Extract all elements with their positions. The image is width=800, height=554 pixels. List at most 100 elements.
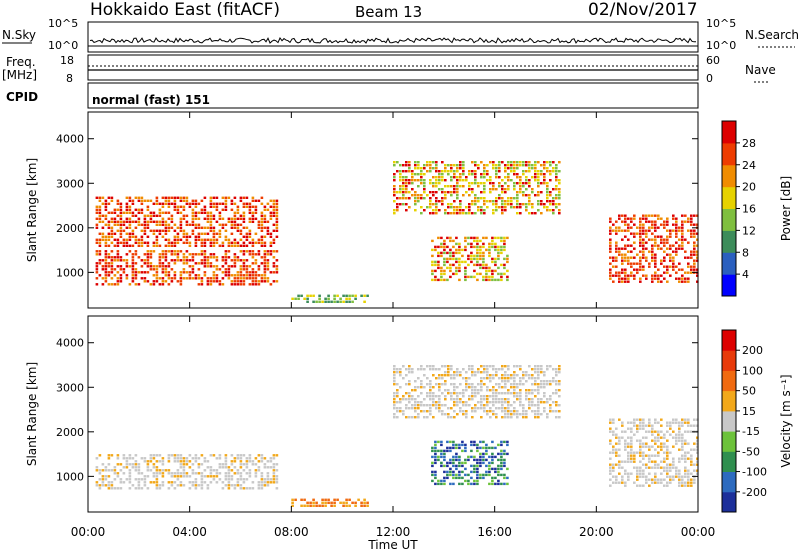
range-cell — [230, 454, 234, 457]
range-cell — [458, 245, 461, 249]
range-cell — [158, 253, 162, 256]
range-cell — [462, 173, 465, 176]
range-cell — [476, 242, 479, 246]
range-cell — [227, 220, 231, 223]
range-cell — [440, 266, 443, 270]
range-cell — [125, 262, 129, 265]
range-cell — [294, 498, 297, 501]
range-cell — [188, 271, 192, 274]
range-cell — [272, 205, 276, 208]
range-cell — [681, 280, 684, 283]
range-cell — [696, 457, 699, 460]
range-cell — [479, 464, 482, 468]
range-cell — [506, 269, 509, 273]
range-cell — [173, 238, 177, 241]
range-cell — [438, 368, 441, 371]
range-cell — [212, 475, 216, 478]
range-cell — [504, 176, 507, 179]
range-cell — [675, 235, 678, 238]
range-cell — [461, 440, 464, 444]
range-cell — [618, 214, 621, 217]
range-cell — [681, 421, 684, 424]
range-cell — [146, 475, 150, 478]
range-cell — [555, 392, 558, 395]
range-cell — [510, 200, 513, 203]
range-cell — [119, 235, 123, 238]
range-cell — [351, 300, 354, 303]
range-cell — [516, 203, 519, 206]
range-cell — [116, 487, 120, 490]
range-cell — [435, 176, 438, 179]
range-cell — [200, 208, 204, 211]
range-cell — [528, 401, 531, 404]
range-cell — [543, 173, 546, 176]
range-cell — [666, 466, 669, 469]
range-cell — [140, 271, 144, 274]
range-cell — [197, 262, 201, 265]
range-cell — [438, 407, 441, 410]
range-cell — [411, 368, 414, 371]
range-cell — [146, 244, 150, 247]
range-cell — [459, 410, 462, 413]
range-cell — [420, 212, 423, 215]
range-cell — [429, 167, 432, 170]
range-cell — [245, 259, 249, 262]
range-cell — [497, 278, 500, 282]
range-cell — [506, 476, 509, 480]
range-cell — [549, 164, 552, 167]
range-cell — [446, 476, 449, 480]
range-cell — [218, 235, 222, 238]
range-cell — [155, 280, 159, 283]
range-cell — [272, 481, 276, 484]
range-cell — [687, 271, 690, 274]
range-cell — [116, 277, 120, 280]
range-cell — [366, 504, 369, 507]
range-cell — [452, 446, 455, 450]
range-cell — [516, 413, 519, 416]
range-cell — [182, 217, 186, 220]
range-cell — [263, 271, 267, 274]
range-cell — [642, 265, 645, 268]
range-cell — [441, 170, 444, 173]
range-cell — [263, 241, 267, 244]
range-cell — [140, 223, 144, 226]
range-cell — [188, 487, 192, 490]
range-cell — [485, 458, 488, 462]
range-cell — [609, 484, 612, 487]
range-cell — [461, 443, 464, 447]
range-cell — [464, 260, 467, 264]
range-cell — [116, 472, 120, 475]
range-cell — [227, 484, 231, 487]
range-cell — [149, 262, 153, 265]
range-cell — [483, 176, 486, 179]
range-cell — [444, 374, 447, 377]
range-cell — [495, 389, 498, 392]
range-cell — [477, 164, 480, 167]
range-cell — [134, 250, 138, 253]
range-cell — [441, 365, 444, 368]
range-cell — [134, 454, 138, 457]
range-cell — [236, 271, 240, 274]
range-cell — [420, 170, 423, 173]
range-cell — [468, 185, 471, 188]
range-cell — [615, 256, 618, 259]
range-cell — [491, 272, 494, 276]
range-cell — [482, 260, 485, 264]
range-cell — [95, 253, 99, 256]
range-cell — [501, 197, 504, 200]
range-cell — [182, 271, 186, 274]
range-cell — [440, 272, 443, 276]
range-cell — [224, 472, 228, 475]
range-cell — [411, 173, 414, 176]
range-cell — [480, 176, 483, 179]
range-cell — [663, 250, 666, 253]
range-cell — [519, 164, 522, 167]
range-cell — [269, 250, 273, 253]
range-cell — [110, 265, 114, 268]
range-cell — [513, 167, 516, 170]
range-cell — [681, 214, 684, 217]
range-cell — [467, 242, 470, 246]
range-cell — [447, 164, 450, 167]
range-cell — [479, 440, 482, 444]
range-cell — [642, 253, 645, 256]
